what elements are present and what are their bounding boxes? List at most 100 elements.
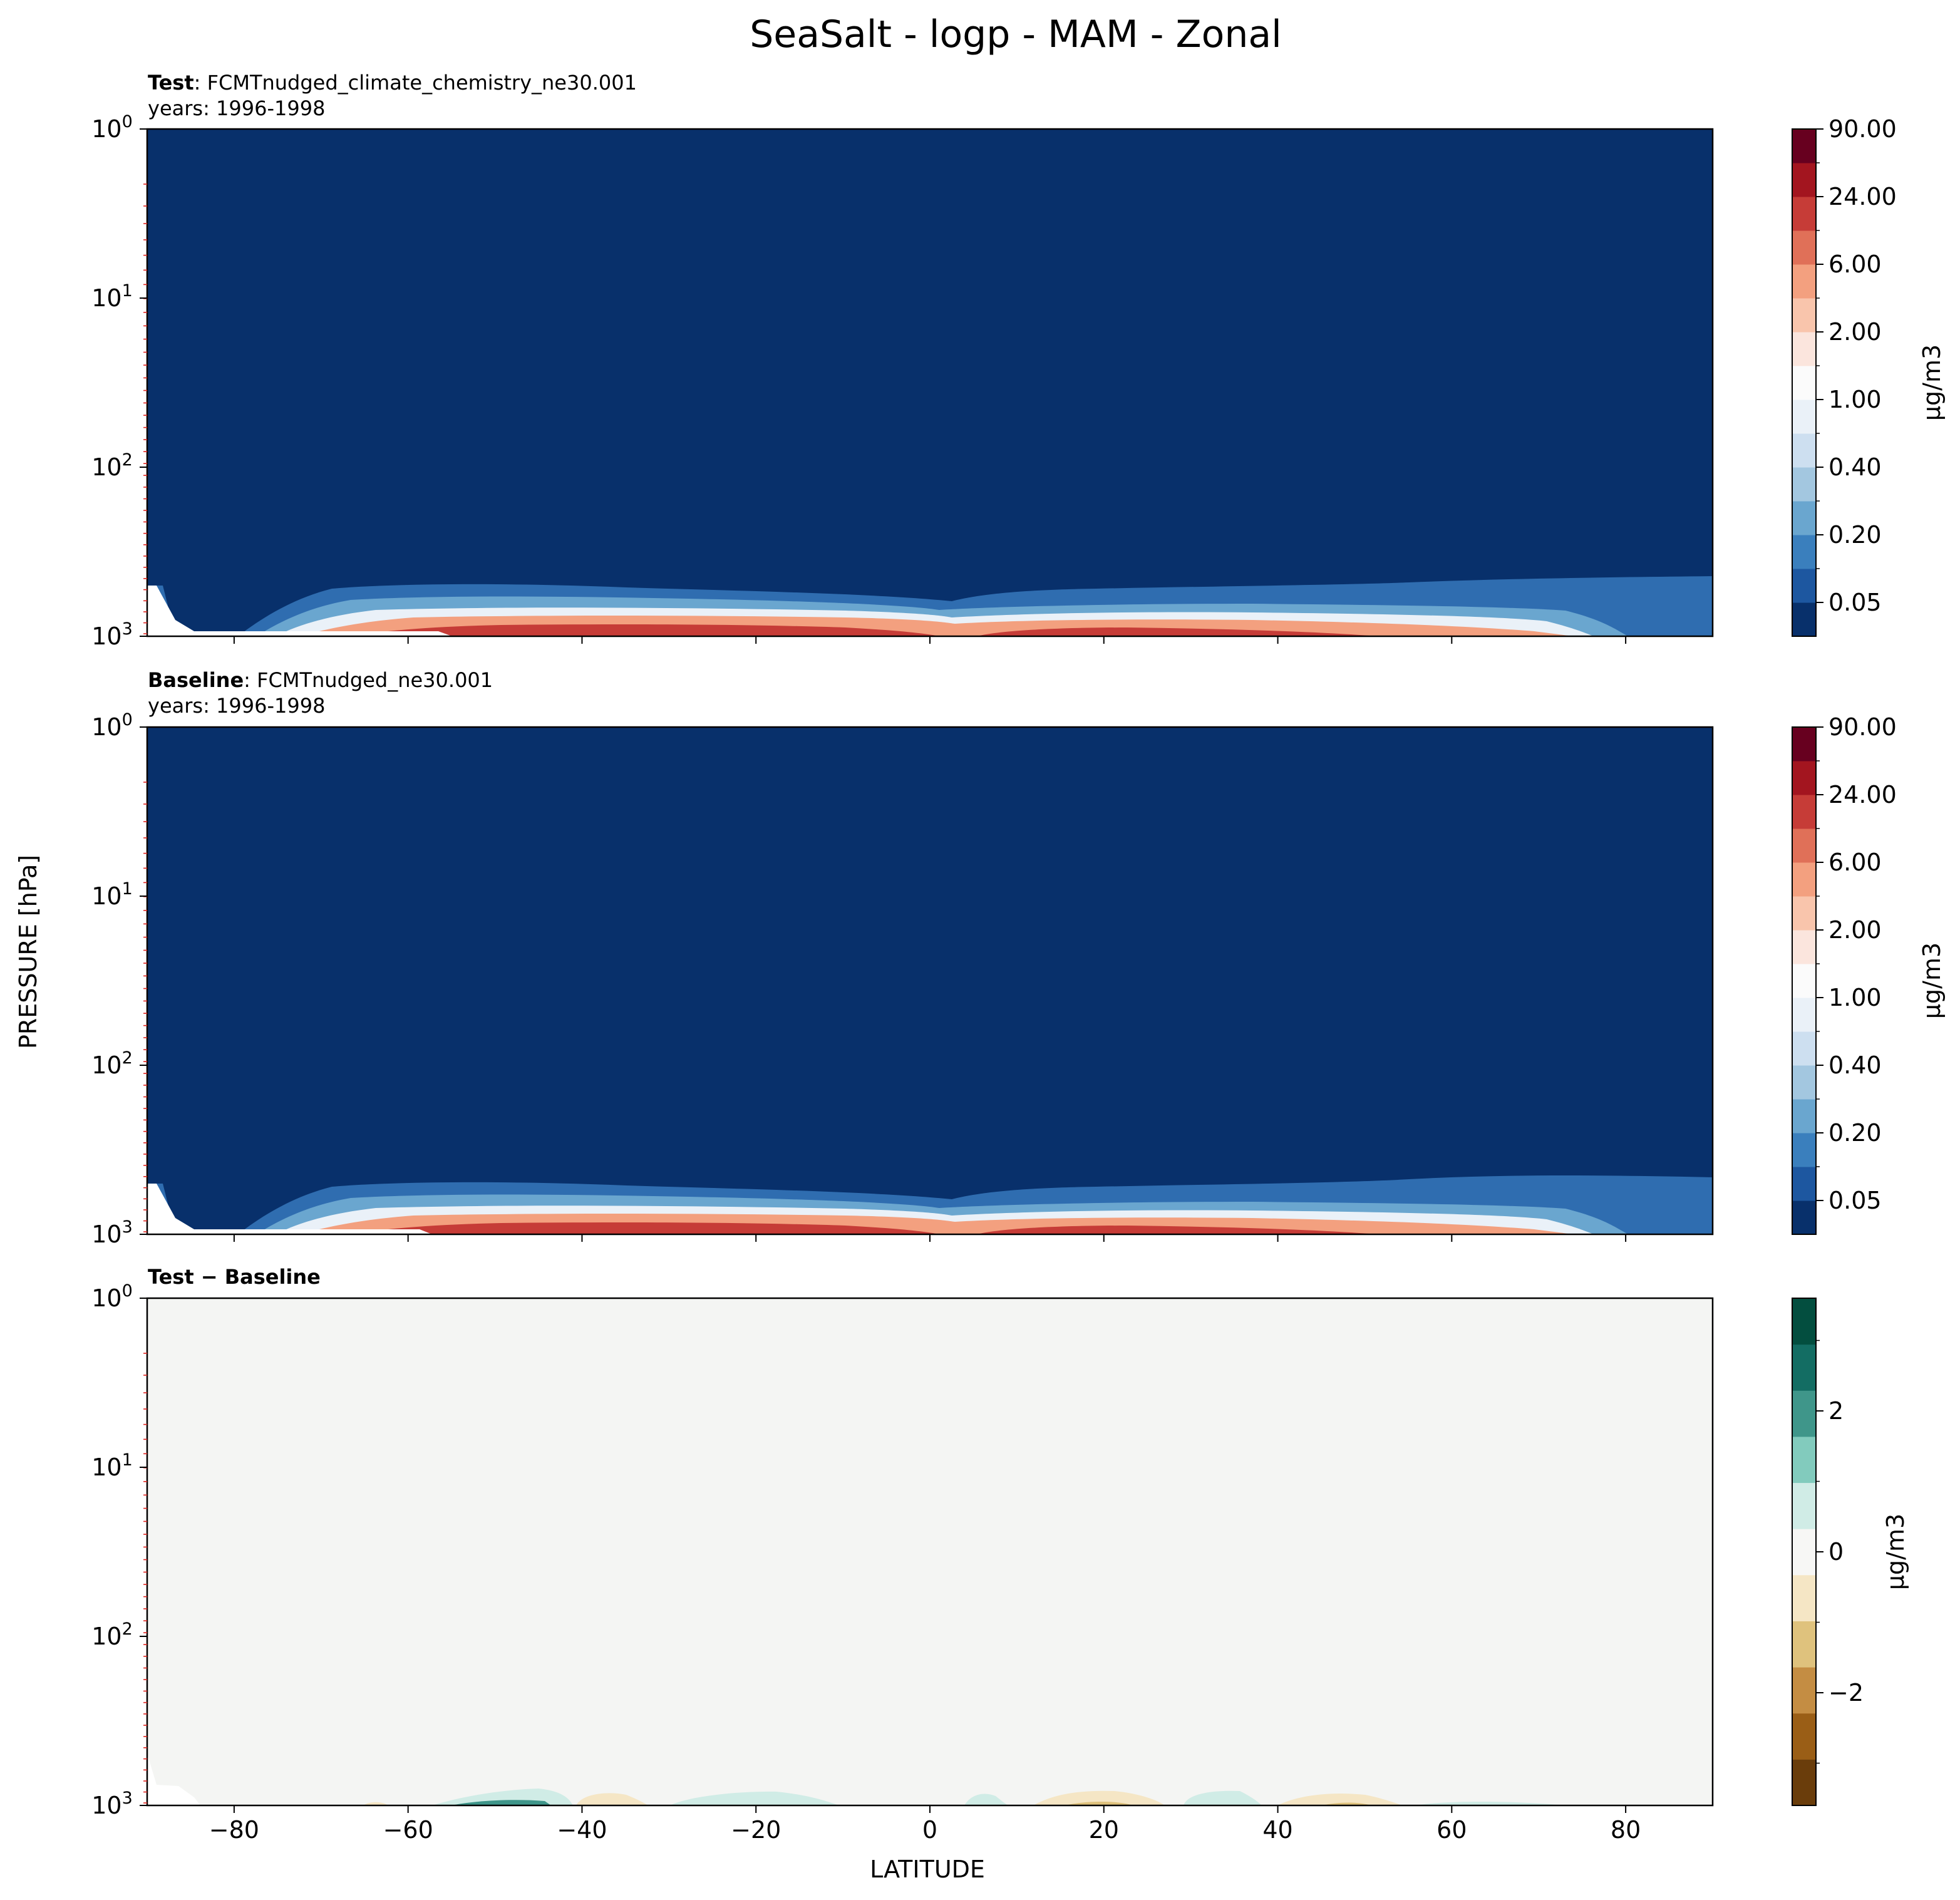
colorbar-tick-label: 90.00	[1828, 713, 1897, 741]
colorbar-swatch	[1792, 501, 1816, 535]
colorbar-swatch	[1792, 1529, 1816, 1576]
panel-axes: 100 101 102 103	[91, 710, 1714, 1248]
colorbar-swatch	[1792, 129, 1816, 163]
colorbar: 0.05 0.20 0.40 1.00 2.00 6.00 24.00 90.00 µg/m3	[1792, 713, 1946, 1235]
x-tick-label: −60	[383, 1816, 433, 1844]
x-tick-label: 0	[922, 1816, 937, 1844]
panel-subtitle: years: 1996-1998	[148, 96, 325, 120]
panel-title: Test − Baseline	[148, 1265, 321, 1289]
background-fill	[147, 1298, 1713, 1805]
y-tick-label: 103	[91, 619, 133, 650]
missing-data	[147, 1753, 200, 1805]
colorbar-tick-label: 0.05	[1828, 589, 1882, 616]
colorbar-tick-label: 2	[1828, 1397, 1844, 1425]
panel-difference: Test − Baseline	[147, 1265, 1713, 1805]
y-tick-label: 101	[91, 1450, 133, 1481]
panel-title-rest: : FCMTnudged_ne30.001	[244, 668, 493, 692]
y-tick-label: 103	[91, 1789, 133, 1819]
colorbar-frame	[1792, 128, 1817, 637]
colorbar-swatch	[1792, 761, 1816, 795]
colorbar-swatch	[1792, 795, 1816, 829]
colorbar-swatch	[1792, 1344, 1816, 1391]
colorbar-tick-label: 2.00	[1828, 916, 1882, 944]
colorbar-tick-label: −2	[1828, 1679, 1864, 1706]
colorbar-tick-label: 0.05	[1828, 1187, 1882, 1214]
colorbar-tick-label: 6.00	[1828, 250, 1882, 278]
colorbar-swatch	[1792, 1667, 1816, 1714]
x-tick-label: 40	[1262, 1816, 1292, 1844]
contour-band-positive	[432, 1789, 1565, 1805]
x-axis-label: LATITUDE	[870, 1856, 985, 1883]
colorbar-swatch	[1792, 400, 1816, 434]
colorbar-swatch	[1792, 862, 1816, 897]
contour-band-negative	[363, 1790, 1403, 1805]
y-tick-label: 100	[91, 112, 133, 143]
colorbar-swatch	[1792, 1133, 1816, 1167]
colorbar-tick-label: 0.20	[1828, 521, 1882, 549]
y-axis-label: PRESSURE [hPa]	[14, 855, 42, 1049]
colorbar-swatch	[1792, 1065, 1816, 1100]
axes-layer: 100 101 102 103 0.05 0.20 0.40 1.00 2.00 6.00 24.0…	[91, 112, 1946, 1844]
colorbar-tick-label: 24.00	[1828, 183, 1897, 210]
colorbar-swatch	[1792, 1482, 1816, 1529]
colorbar-tick-label: 24.00	[1828, 781, 1897, 808]
y-tick-label: 102	[91, 1048, 133, 1079]
x-tick-label: 80	[1611, 1816, 1641, 1844]
colorbar-swatch	[1792, 1298, 1816, 1345]
colorbar: −2 0 2 µg/m3	[1792, 1298, 1909, 1806]
y-tick-label: 101	[91, 281, 133, 312]
colorbar-swatch	[1792, 727, 1816, 762]
colorbar-tick-label: 0.40	[1828, 1051, 1882, 1079]
colorbar-swatch	[1792, 1099, 1816, 1133]
colorbar-tick-label: 2.00	[1828, 318, 1882, 346]
colorbar-swatch	[1792, 829, 1816, 863]
panel-title-rest: : FCMTnudged_climate_chemistry_ne30.001	[194, 71, 637, 95]
x-tick-label: 60	[1436, 1816, 1467, 1844]
colorbar-swatch	[1792, 535, 1816, 569]
colorbar-swatch	[1792, 298, 1816, 333]
panel-axes: 100 101 102 103	[91, 112, 1714, 650]
colorbar-swatch	[1792, 264, 1816, 299]
colorbar-tick-label: 1.00	[1828, 386, 1882, 413]
colorbar-swatch	[1792, 433, 1816, 468]
panel-test: Test: FCMTnudged_climate_chemistry_ne30.…	[147, 71, 1713, 636]
panel-baseline: Baseline: FCMTnudged_ne30.001 years: 199…	[147, 668, 1713, 1234]
colorbar-swatch	[1792, 1031, 1816, 1066]
colorbar-swatch	[1792, 230, 1816, 265]
colorbar-swatch	[1792, 896, 1816, 931]
missing-data	[147, 586, 452, 636]
colorbar-tick-label: 90.00	[1828, 115, 1897, 143]
y-tick-label: 102	[91, 450, 133, 481]
colorbar-swatch	[1792, 1759, 1816, 1806]
contour-band-positive-strong	[451, 1800, 551, 1805]
x-tick-label: −20	[731, 1816, 781, 1844]
colorbar-tick-label: 0.40	[1828, 453, 1882, 481]
colorbar-swatch	[1792, 998, 1816, 1032]
colorbar-swatch	[1792, 1621, 1816, 1668]
colorbar-swatch	[1792, 366, 1816, 400]
colorbar-swatch	[1792, 964, 1816, 998]
colorbar-label: µg/m3	[1918, 344, 1946, 421]
colorbar-swatch	[1792, 1436, 1816, 1484]
panel-title: Baseline: FCMTnudged_ne30.001	[148, 668, 493, 692]
contour-band-24.00	[351, 1222, 1378, 1234]
colorbar-swatch	[1792, 1713, 1816, 1760]
contour-field	[147, 727, 1713, 1234]
panel-title: Test: FCMTnudged_climate_chemistry_ne30.…	[148, 71, 637, 95]
colorbar-swatch	[1792, 1390, 1816, 1437]
colorbar: 0.05 0.20 0.40 1.00 2.00 6.00 24.00 90.00 µg/m3	[1792, 115, 1946, 637]
figure-title: SeaSalt - logp - MAM - Zonal	[750, 13, 1282, 56]
colorbar-tick-label: 0	[1828, 1538, 1844, 1566]
colorbar-swatch	[1792, 163, 1816, 197]
colorbar-tick-label: 1.00	[1828, 984, 1882, 1011]
background-fill	[147, 727, 1713, 1234]
colorbar-swatch	[1792, 197, 1816, 231]
panel-title-bold: Baseline	[148, 668, 244, 692]
x-tick-label: −40	[557, 1816, 607, 1844]
x-tick-label: 20	[1089, 1816, 1119, 1844]
x-tick-label: −80	[209, 1816, 259, 1844]
colorbar-swatch	[1792, 1574, 1816, 1621]
colorbar-label: µg/m3	[1882, 1514, 1909, 1590]
panel-title-bold: Test	[148, 71, 194, 95]
